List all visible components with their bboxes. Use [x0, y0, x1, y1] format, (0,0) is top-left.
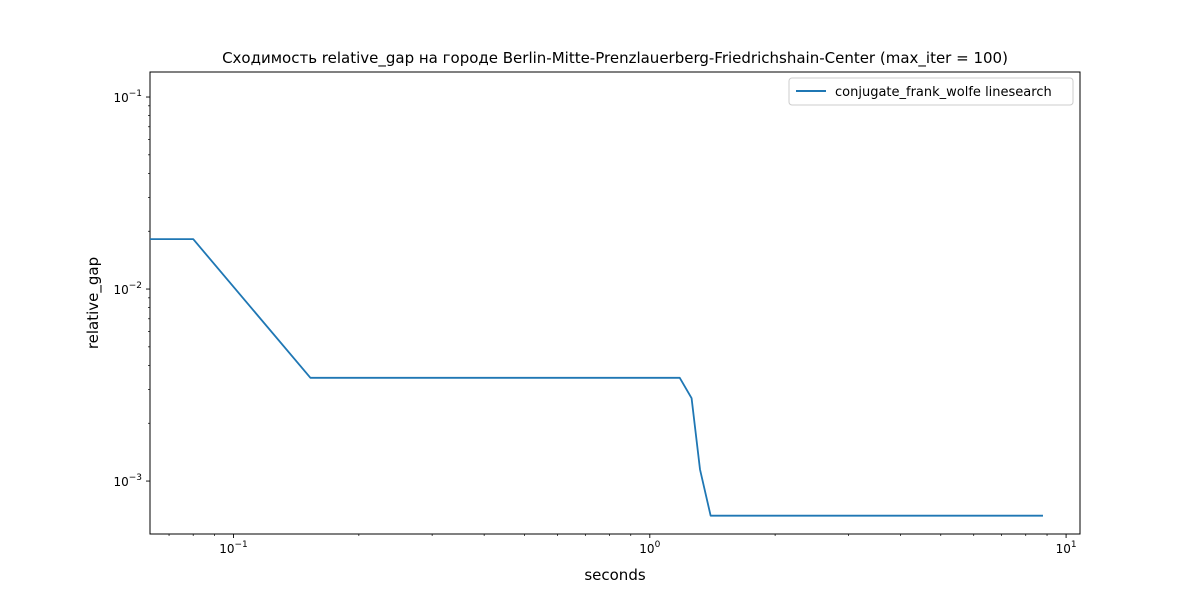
x-tick-label: 10−1 [219, 540, 248, 556]
x-axis-label: seconds [584, 566, 645, 584]
x-axis-ticks: 10−1 100 101 [168, 534, 1077, 556]
plot-area [149, 71, 1081, 535]
y-axis-ticks: 10−3 10−2 10−1 [113, 89, 150, 489]
legend-entry-label: conjugate_frank_wolfe linesearch [835, 85, 1052, 100]
x-tick-label: 100 [639, 540, 660, 556]
y-tick-label: 10−1 [113, 89, 142, 105]
chart-title: Сходимость relative_gap на городе Berlin… [222, 49, 1008, 68]
y-tick-label: 10−3 [113, 473, 142, 489]
x-tick-label: 101 [1056, 540, 1077, 556]
y-axis-label: relative_gap [84, 257, 103, 349]
legend-frame [788, 77, 1074, 106]
legend: conjugate_frank_wolfe linesearch [788, 77, 1074, 106]
series-line [150, 238, 1043, 517]
y-tick-label: 10−2 [113, 281, 142, 297]
series-layer [150, 238, 1043, 517]
